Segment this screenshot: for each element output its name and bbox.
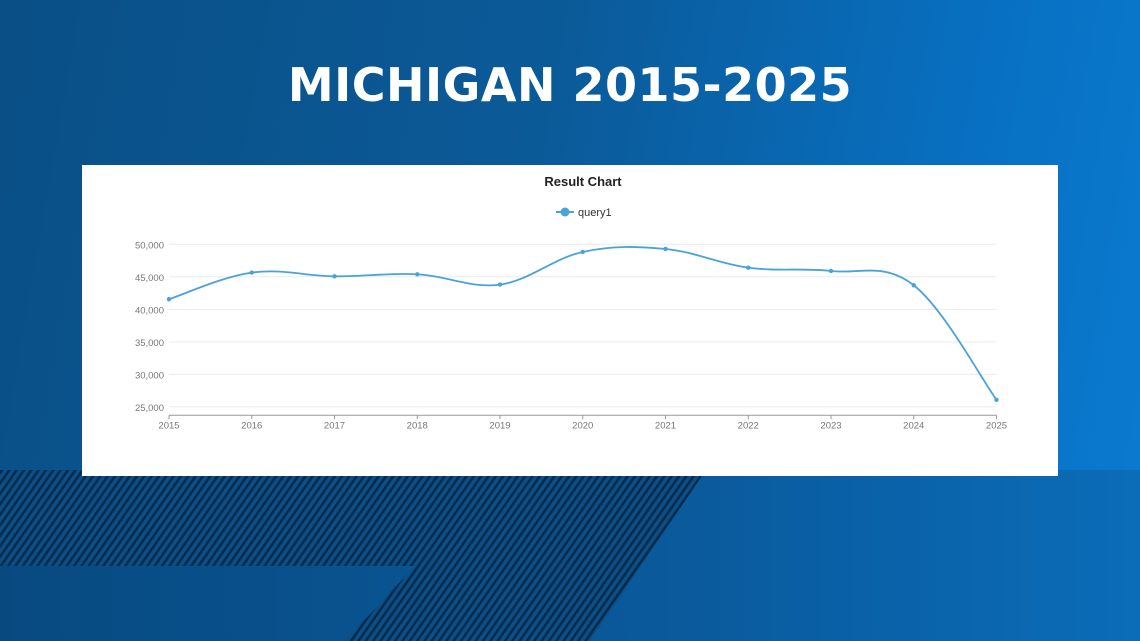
series-line-query1 [168, 246, 998, 401]
x-tick-label: 2021 [655, 420, 676, 431]
legend-label: query1 [578, 207, 612, 219]
data-point [580, 249, 585, 255]
x-tick-label: 2019 [489, 420, 510, 431]
x-tick-label: 2022 [738, 420, 759, 431]
y-tick-label: 45,000 [135, 273, 164, 284]
y-tick-label: 40,000 [135, 305, 164, 316]
legend-marker [560, 207, 570, 217]
data-point [746, 265, 751, 270]
x-tick-label: 2016 [241, 420, 262, 431]
data-point [415, 272, 420, 277]
x-tick-label: 2020 [572, 420, 593, 431]
data-point [166, 297, 172, 302]
data-point [249, 270, 254, 275]
x-tick-label: 2018 [407, 420, 428, 431]
y-tick-label: 35,000 [135, 338, 164, 349]
chart-panel: Result Chart query1 25,000 30,000 35,000 40… [82, 165, 1058, 476]
stripe-pattern [0, 470, 706, 641]
line-chart: Result Chart query1 25,000 30,000 35,000 40… [135, 174, 1007, 431]
page-title: MICHIGAN 2015-2025 [287, 58, 853, 112]
x-tick-label: 2017 [324, 420, 345, 431]
legend-item[interactable]: query1 [556, 207, 612, 219]
data-point [994, 397, 999, 403]
x-tick-label: 2015 [158, 420, 179, 431]
x-tick-label: 2025 [986, 420, 1007, 431]
chart-title: Result Chart [544, 174, 622, 189]
x-tick-label: 2023 [820, 420, 841, 431]
data-point [828, 268, 834, 274]
y-tick-label: 30,000 [135, 370, 164, 381]
data-point [497, 282, 503, 287]
x-tick-label: 2024 [903, 420, 924, 431]
data-point [663, 246, 668, 252]
data-point [911, 283, 916, 288]
y-tick-label: 25,000 [135, 403, 164, 414]
data-point [332, 274, 337, 279]
y-tick-label: 50,000 [135, 240, 164, 251]
